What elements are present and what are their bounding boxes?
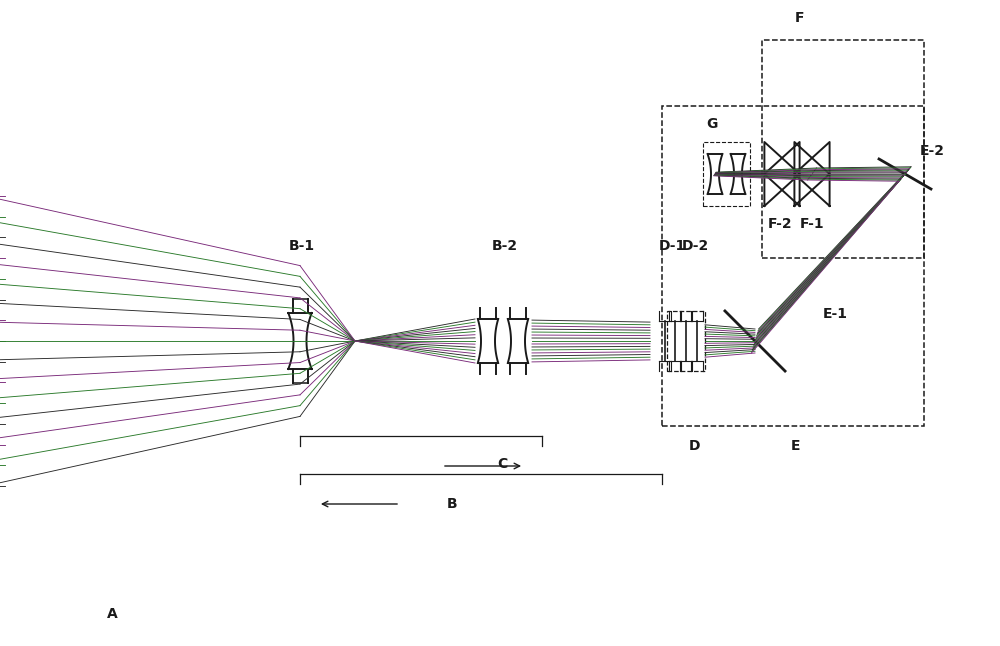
- Text: E: E: [790, 439, 800, 453]
- Text: B-1: B-1: [289, 239, 315, 253]
- Text: C: C: [497, 457, 507, 471]
- Text: F: F: [795, 11, 805, 25]
- Text: A: A: [107, 607, 117, 621]
- Bar: [662, 106, 924, 426]
- Text: E-1: E-1: [822, 307, 848, 321]
- Text: F-1: F-1: [800, 217, 824, 231]
- Text: D: D: [689, 439, 701, 453]
- Text: F-2: F-2: [768, 217, 792, 231]
- Text: E-2: E-2: [920, 144, 944, 158]
- Bar: [667, 311, 705, 371]
- Text: B: B: [447, 497, 457, 511]
- Text: D-2: D-2: [681, 239, 709, 253]
- Text: G: G: [706, 117, 718, 131]
- Text: D-1: D-1: [658, 239, 686, 253]
- Bar: [762, 40, 924, 258]
- Text: B-2: B-2: [492, 239, 518, 253]
